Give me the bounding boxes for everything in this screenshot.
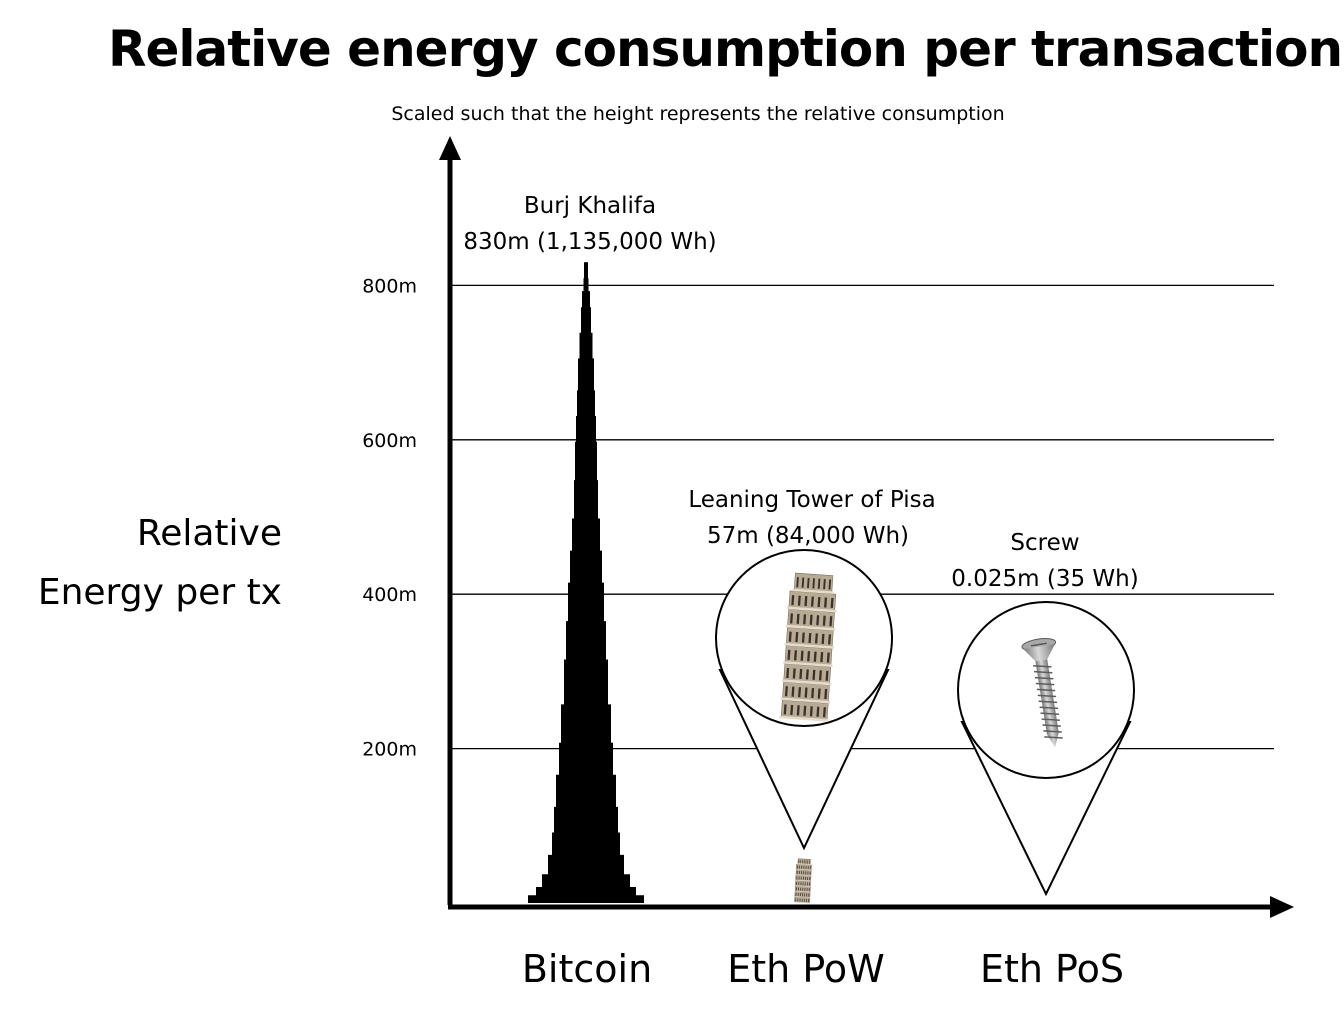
- y-tick-label: 200m: [362, 739, 417, 761]
- bar-bitcoin-burj-khalifa: [526, 262, 646, 903]
- category-label-eth-pos: Eth PoS: [980, 947, 1124, 991]
- y-axis-arrowhead: [439, 136, 461, 160]
- y-tick-labels: 200m 400m 600m 800m: [362, 275, 417, 760]
- y-tick-label: 400m: [362, 584, 417, 606]
- y-axis-label-line-2: Energy per tx: [38, 572, 282, 613]
- screw-icon: [1021, 638, 1063, 748]
- annotation-eth-pos-line-2: 0.025m (35 Wh): [951, 566, 1138, 592]
- leaning-tower-of-pisa-icon: [779, 572, 837, 722]
- category-label-eth-pow: Eth PoW: [727, 947, 884, 991]
- annotation-eth-pos-line-1: Screw: [1010, 530, 1079, 556]
- annotation-bitcoin-line-1: Burj Khalifa: [524, 193, 656, 219]
- y-tick-label: 600m: [362, 430, 417, 452]
- x-axis-arrowhead: [1270, 896, 1294, 918]
- annotation-bitcoin-line-2: 830m (1,135,000 Wh): [463, 229, 716, 255]
- bar-eth-pow-pisa-tower: [793, 858, 812, 904]
- annotation-eth-pow-line-2: 57m (84,000 Wh): [707, 523, 909, 549]
- y-tick-label: 800m: [362, 275, 417, 297]
- y-axis-label-line-1: Relative: [137, 513, 282, 554]
- annotation-eth-pow-line-1: Leaning Tower of Pisa: [688, 487, 935, 513]
- chart-subtitle: Scaled such that the height represents t…: [391, 103, 1004, 125]
- category-label-bitcoin: Bitcoin: [522, 947, 652, 991]
- chart-title: Relative energy consumption per transact…: [108, 20, 1342, 78]
